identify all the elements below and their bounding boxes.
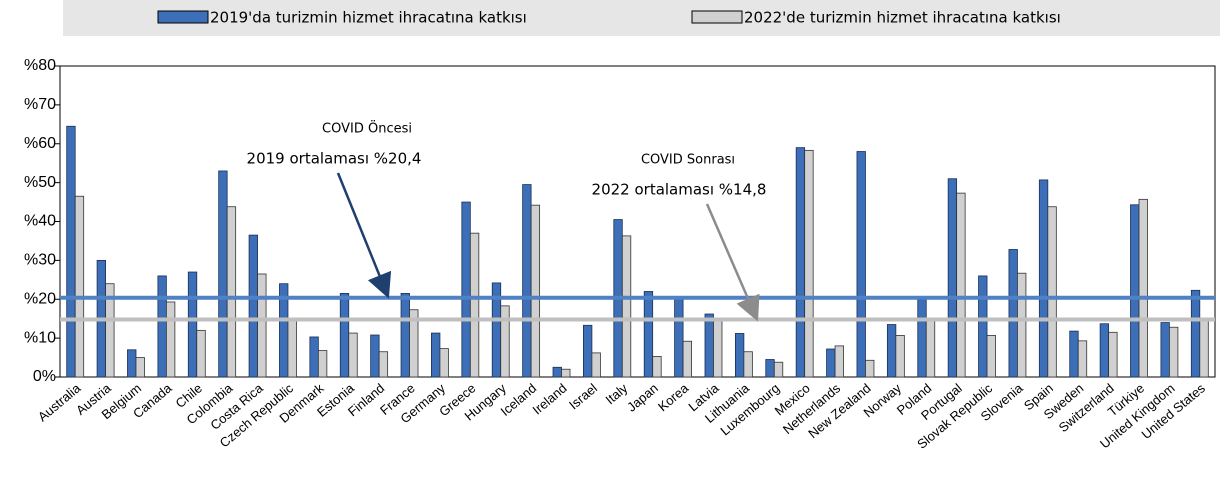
bar xyxy=(947,178,958,378)
bar xyxy=(187,271,198,378)
y-tick-label: %10 xyxy=(24,329,56,346)
bar xyxy=(561,368,571,378)
bar xyxy=(309,336,319,378)
bar xyxy=(530,204,541,378)
bar xyxy=(856,151,866,378)
bar xyxy=(652,355,662,378)
y-tick-label: %80 xyxy=(24,57,56,74)
bar xyxy=(157,275,167,378)
y-tick-label: %40 xyxy=(24,213,56,230)
bar xyxy=(409,309,419,378)
x-tick-label: Ireland xyxy=(530,380,570,417)
bar xyxy=(743,351,753,378)
legend-box xyxy=(63,0,1220,36)
bar xyxy=(400,293,410,378)
bar xyxy=(127,349,137,378)
bar xyxy=(917,298,927,378)
x-tick-label: Australia xyxy=(35,380,84,424)
arrow xyxy=(336,172,392,299)
annotation: 2022 ortalaması %14,8 xyxy=(592,181,767,199)
legend-label: 2022'de turizmin hizmet ihracatına katkı… xyxy=(744,9,1061,27)
x-tick-label: Japan xyxy=(624,380,661,414)
bar xyxy=(317,350,328,378)
bar xyxy=(1038,179,1049,378)
bar xyxy=(1199,319,1209,378)
arrow xyxy=(705,203,760,322)
bar xyxy=(257,273,267,378)
annotation: COVID Sonrası xyxy=(641,153,735,168)
bar xyxy=(713,320,723,378)
annotation: 2019 ortalaması %20,4 xyxy=(247,150,422,168)
bar xyxy=(74,195,85,378)
bar xyxy=(226,206,237,378)
bar xyxy=(804,149,814,378)
bar xyxy=(1130,204,1140,378)
legend-swatch xyxy=(691,10,743,24)
bar xyxy=(1169,326,1179,378)
bar xyxy=(196,329,206,378)
bar xyxy=(165,301,176,378)
y-tick-label: %60 xyxy=(24,135,56,152)
bar xyxy=(865,359,875,378)
bar xyxy=(834,345,844,378)
x-tick-label: Korea xyxy=(655,380,692,414)
bar xyxy=(925,318,936,378)
annotation: COVID Öncesi xyxy=(322,120,412,137)
bar xyxy=(591,352,601,378)
bar xyxy=(1138,198,1148,378)
y-tick-label: %20 xyxy=(24,290,56,307)
bar xyxy=(895,335,905,378)
y-tick-label: %30 xyxy=(24,252,56,269)
bar xyxy=(1160,322,1170,378)
bar xyxy=(1108,331,1118,378)
bar xyxy=(621,235,632,378)
bar xyxy=(734,333,745,378)
bar xyxy=(674,296,684,378)
bar xyxy=(1008,249,1018,378)
bar xyxy=(439,348,449,378)
bar xyxy=(583,324,593,378)
bar xyxy=(552,366,562,378)
x-tick-label: Israel xyxy=(566,380,600,412)
bar xyxy=(461,201,471,378)
bar xyxy=(1077,340,1088,378)
bar xyxy=(1069,330,1079,378)
bar xyxy=(105,283,115,378)
bar xyxy=(1099,323,1110,378)
bar xyxy=(469,232,480,378)
bar xyxy=(348,332,358,378)
bar xyxy=(1190,289,1201,378)
bar xyxy=(370,334,380,378)
bar xyxy=(378,351,389,378)
bar xyxy=(704,313,714,378)
y-tick-label: %50 xyxy=(24,174,56,191)
bar xyxy=(431,332,441,378)
legend-label: 2019'da turizmin hizmet ihracatına katkı… xyxy=(210,9,527,27)
bar xyxy=(248,234,258,378)
bar xyxy=(1047,206,1057,378)
bar xyxy=(218,170,228,378)
bar xyxy=(886,324,897,378)
bar xyxy=(66,125,76,378)
bar xyxy=(287,318,297,378)
bar xyxy=(1017,272,1027,378)
bar xyxy=(986,335,996,378)
bar xyxy=(339,293,350,378)
bar xyxy=(978,275,988,378)
bar xyxy=(956,192,966,378)
bar xyxy=(826,348,836,378)
bar xyxy=(522,184,532,378)
bar xyxy=(795,147,806,378)
bar xyxy=(500,305,510,378)
bar xyxy=(773,361,784,378)
bar xyxy=(682,340,692,378)
y-tick-label: %70 xyxy=(24,96,56,113)
bar xyxy=(643,291,654,378)
legend-swatch xyxy=(157,10,209,24)
bar xyxy=(135,357,145,378)
y-tick-label: 0% xyxy=(33,368,56,385)
bar xyxy=(765,359,775,378)
